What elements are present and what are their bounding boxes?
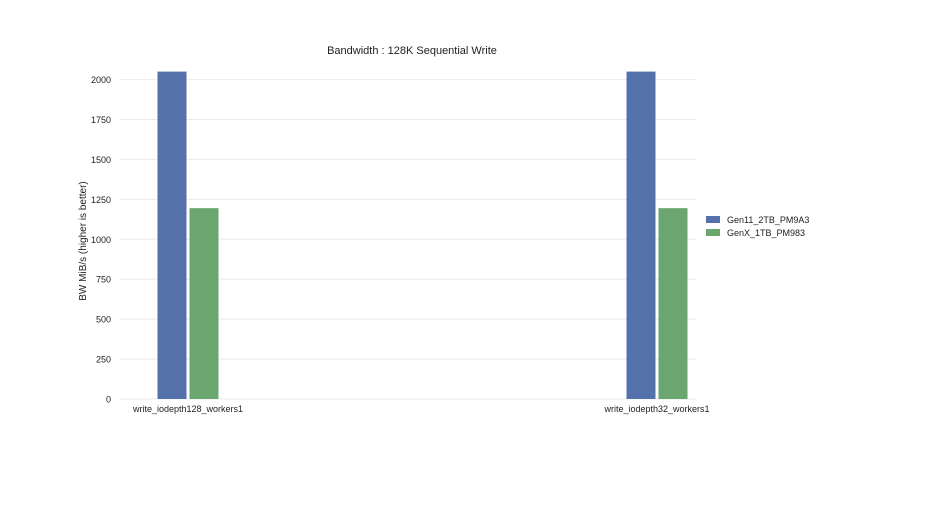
bars — [157, 71, 688, 400]
y-tick-label: 750 — [96, 275, 111, 285]
y-tick-label: 2000 — [91, 75, 111, 85]
x-tick-labels: write_iodepth128_workers1 write_iodepth32… — [132, 404, 710, 414]
bar-GenX_1TB_PM983-write_iodepth128_workers1 — [189, 208, 219, 399]
bar-GenX_1TB_PM983-write_iodepth32_workers1 — [658, 208, 688, 399]
y-tick-label: 500 — [96, 315, 111, 325]
chart-title: Bandwidth : 128K Sequential Write — [327, 45, 497, 57]
y-tick-labels: 0 250 500 750 1000 1250 1500 1750 2000 — [91, 75, 111, 404]
y-tick-label: 250 — [96, 355, 111, 365]
legend-swatch — [706, 216, 720, 223]
legend-label: GenX_1TB_PM983 — [727, 228, 805, 238]
x-tick-label: write_iodepth32_workers1 — [603, 404, 709, 414]
x-tick-label: write_iodepth128_workers1 — [132, 404, 243, 414]
bar-Gen11_2TB_PM9A3-write_iodepth128_workers1 — [157, 71, 187, 400]
y-axis-label: BW MiB/s (higher is better) — [78, 181, 89, 300]
y-tick-label: 1250 — [91, 195, 111, 205]
legend-swatch — [706, 229, 720, 236]
y-tick-label: 1500 — [91, 155, 111, 165]
y-tick-label: 1750 — [91, 115, 111, 125]
legend-label: Gen11_2TB_PM9A3 — [727, 215, 809, 225]
y-tick-label: 0 — [106, 395, 111, 405]
y-tick-label: 1000 — [91, 235, 111, 245]
legend: Gen11_2TB_PM9A3 GenX_1TB_PM983 — [706, 215, 809, 238]
bar-Gen11_2TB_PM9A3-write_iodepth32_workers1 — [626, 71, 656, 400]
